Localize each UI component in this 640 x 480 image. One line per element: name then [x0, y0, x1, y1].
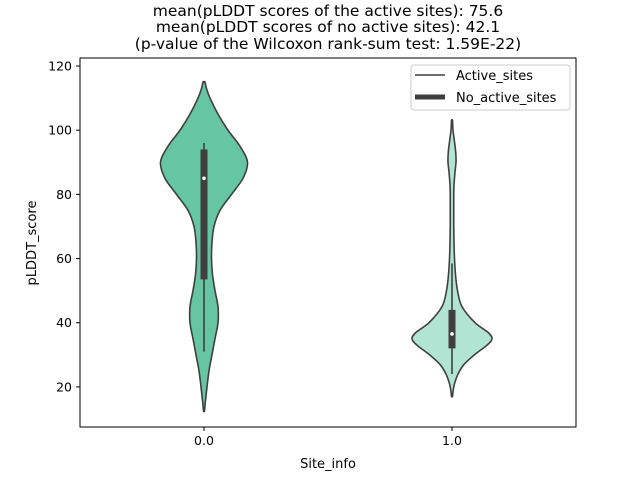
x-axis-label: Site_info — [300, 457, 356, 472]
title-line-3: (p-value of the Wilcoxon rank-sum test: … — [135, 35, 521, 53]
legend-label-no-active-sites: No_active_sites — [456, 91, 557, 106]
plot-frame — [79, 57, 577, 428]
legend: Active_sites No_active_sites — [410, 64, 571, 111]
violin-iqr-box-1.0 — [448, 309, 456, 349]
y-axis: 20 40 60 80 100 120 — [48, 59, 80, 394]
chart-title: mean(pLDDT scores of the active sites): … — [135, 2, 521, 53]
y-tick-label: 80 — [56, 187, 72, 202]
x-tick-label: 0.0 — [194, 433, 214, 448]
legend-frame — [410, 64, 571, 111]
y-axis-label: pLDDT_score — [25, 201, 40, 286]
x-tick-label: 1.0 — [442, 433, 462, 448]
title-line-1: mean(pLDDT scores of the active sites): … — [153, 2, 503, 20]
violin-iqr-box-0.0 — [200, 149, 208, 280]
violin-median-1.0 — [450, 332, 454, 336]
violin-median-0.0 — [202, 176, 206, 181]
y-tick-label: 40 — [56, 315, 72, 330]
title-line-2: mean(pLDDT scores of no active sites): 4… — [156, 18, 500, 36]
violins — [159, 80, 493, 413]
y-tick-label: 60 — [56, 251, 72, 266]
legend-label-active-sites: Active_sites — [456, 69, 533, 84]
y-tick-label: 100 — [48, 123, 72, 138]
violin-body-1.0 — [411, 119, 493, 398]
y-tick-label: 120 — [48, 59, 72, 74]
y-tick-label: 20 — [56, 379, 72, 394]
x-axis: 0.0 1.0 — [194, 427, 462, 448]
